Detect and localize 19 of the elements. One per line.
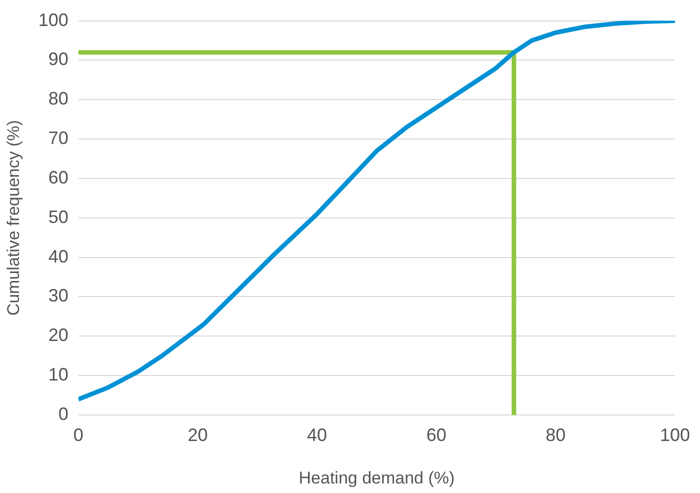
- y-tick-label: 90: [48, 49, 68, 70]
- x-tick-label: 60: [426, 424, 446, 445]
- y-tick-label: 30: [48, 286, 68, 306]
- x-tick-label: 80: [546, 424, 566, 445]
- y-tick-label: 100: [38, 10, 68, 30]
- x-axis-title: Heating demand (%): [298, 468, 455, 488]
- x-tick-label: 40: [307, 424, 328, 445]
- x-tick-label: 20: [188, 424, 208, 445]
- y-tick-label: 10: [48, 364, 68, 385]
- y-tick-label: 80: [48, 88, 68, 109]
- y-tick-label: 20: [48, 325, 68, 346]
- y-tick-label: 40: [48, 246, 68, 266]
- y-axis-title: Cumulative frequency (%): [4, 120, 23, 316]
- x-tick-label: 100: [660, 424, 690, 445]
- y-tick-label: 0: [58, 404, 68, 424]
- y-tick-label: 50: [48, 206, 68, 227]
- y-tick-label: 60: [48, 167, 68, 188]
- x-tick-label: 0: [73, 424, 84, 445]
- y-tick-label: 70: [48, 128, 68, 148]
